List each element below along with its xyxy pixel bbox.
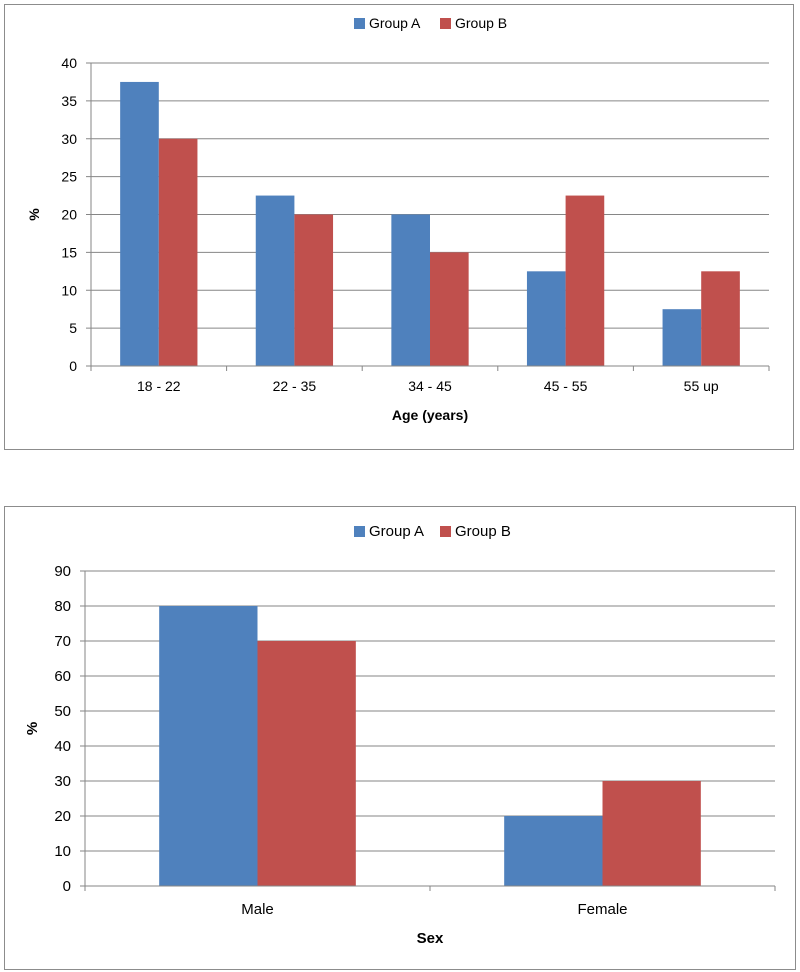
age-y-tick-label: 5: [69, 320, 77, 336]
sex-legend-swatch-group-a: [354, 526, 365, 537]
age-x-tick-label: 34 - 45: [408, 378, 452, 394]
sex-bar-group-b: [257, 641, 356, 886]
age-y-tick-label: 10: [61, 282, 77, 298]
age-bar-group-b: [430, 252, 469, 366]
age-x-tick-label: 22 - 35: [273, 378, 317, 394]
sex-legend-swatch-group-b: [440, 526, 451, 537]
age-bar-group-a: [526, 271, 566, 366]
age-y-tick-label: 30: [61, 131, 77, 147]
age-chart-svg: 0 5 10 15 20 25 30 35 40 18 - 22 22 - 35 34 - 45 45 …: [26, 15, 770, 423]
sex-chart-svg: 0 10 20 30 40 50 60 70 80 90 Male Female Sex% Group A…: [24, 523, 776, 947]
age-x-tick-label: 55 up: [684, 378, 719, 394]
sex-y-tick-label: 10: [54, 843, 71, 860]
age-legend-swatch-group-a: [354, 18, 365, 29]
sex-x-axis-title: Sex: [417, 930, 444, 947]
age-y-tick-label: 0: [69, 358, 77, 374]
sex-x-tick-label: Female: [577, 901, 627, 918]
age-bar-group-b: [294, 214, 334, 366]
age-x-axis-title: Age (years): [392, 407, 468, 423]
sex-y-tick-label: 50: [54, 703, 71, 720]
sex-bar-group-b: [602, 781, 701, 886]
sex-y-tick-label: 0: [63, 878, 71, 895]
age-bar-group-b: [565, 195, 605, 366]
age-bar-group-a: [391, 214, 430, 366]
sex-y-tick-label: 40: [54, 738, 71, 755]
age-y-axis-title: %: [26, 208, 42, 221]
age-y-tick-label: 25: [61, 169, 77, 185]
age-x-tick-label: 45 - 55: [544, 378, 588, 394]
sex-y-tick-label: 90: [54, 563, 71, 580]
age-bar-group-a: [662, 309, 702, 366]
sex-legend-label-group-a: Group A: [369, 523, 424, 540]
sex-chart: 0 10 20 30 40 50 60 70 80 90 Male Female Sex% Group A…: [4, 506, 796, 970]
sex-y-tick-label: 70: [54, 633, 71, 650]
age-bar-group-a: [120, 81, 159, 366]
sex-x-tick-label: Male: [241, 901, 274, 918]
sex-y-tick-label: 80: [54, 598, 71, 615]
age-legend-label-group-a: Group A: [369, 15, 421, 31]
sex-y-axis-title: %: [24, 722, 41, 735]
sex-y-tick-label: 30: [54, 773, 71, 790]
sex-legend-label-group-b: Group B: [455, 523, 511, 540]
sex-y-tick-label: 20: [54, 808, 71, 825]
age-y-tick-label: 15: [61, 244, 77, 260]
age-chart: 0 5 10 15 20 25 30 35 40 18 - 22 22 - 35 34 - 45 45 …: [4, 4, 794, 450]
age-legend-label-group-b: Group B: [455, 15, 507, 31]
age-y-tick-label: 40: [61, 55, 77, 71]
age-y-tick-label: 35: [61, 93, 77, 109]
age-bar-group-a: [255, 195, 295, 366]
age-x-tick-label: 18 - 22: [137, 378, 181, 394]
sex-y-tick-label: 60: [54, 668, 71, 685]
age-legend-swatch-group-b: [440, 18, 451, 29]
age-y-tick-label: 20: [61, 207, 77, 223]
sex-bar-group-a: [159, 606, 258, 886]
sex-bar-group-a: [504, 816, 603, 886]
age-bar-group-b: [158, 138, 198, 366]
age-bar-group-b: [701, 271, 740, 366]
